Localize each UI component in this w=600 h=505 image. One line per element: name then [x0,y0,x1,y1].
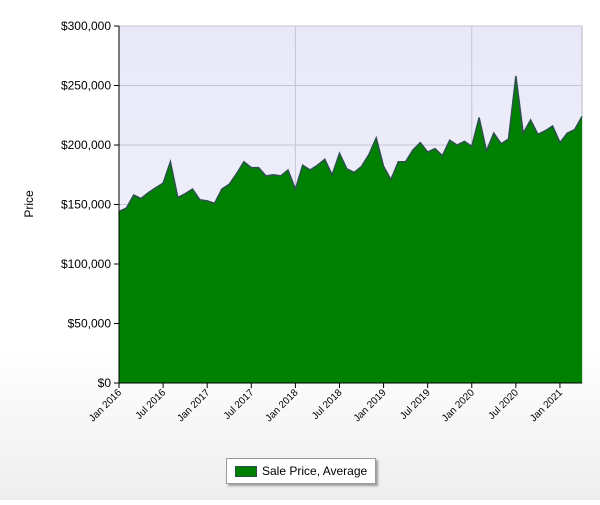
y-tick-label: $50,000 [68,317,112,331]
x-tick-label: Jul 2020 [486,387,521,422]
x-tick-label: Jan 2019 [352,387,389,424]
x-tick-label: Jan 2020 [440,387,477,424]
x-tick-label: Jul 2016 [134,387,169,422]
y-tick-label: $300,000 [61,19,111,33]
x-tick-label: Jan 2021 [528,387,565,424]
legend: Sale Price, Average [226,458,376,484]
y-tick-label: $150,000 [61,198,111,212]
y-tick-labels: $0 $50,000 $100,000 $150,000 $200,000 $250,00… [61,19,111,390]
y-axis-label: Price [22,190,36,218]
x-tick-label: Jul 2017 [222,387,257,422]
y-tick-label: $250,000 [61,79,111,93]
legend-swatch [235,466,257,477]
x-tick-label: Jan 2018 [264,387,301,424]
x-tick-label: Jan 2016 [87,387,124,424]
x-tick-label: Jul 2018 [310,387,345,422]
y-tick-label: $200,000 [61,138,111,152]
x-tick-label: Jul 2019 [398,387,433,422]
legend-label: Sale Price, Average [262,464,367,478]
y-tick-label: $100,000 [61,257,111,271]
x-tick-label: Jan 2017 [175,387,212,424]
y-tick-label: $0 [98,376,112,390]
